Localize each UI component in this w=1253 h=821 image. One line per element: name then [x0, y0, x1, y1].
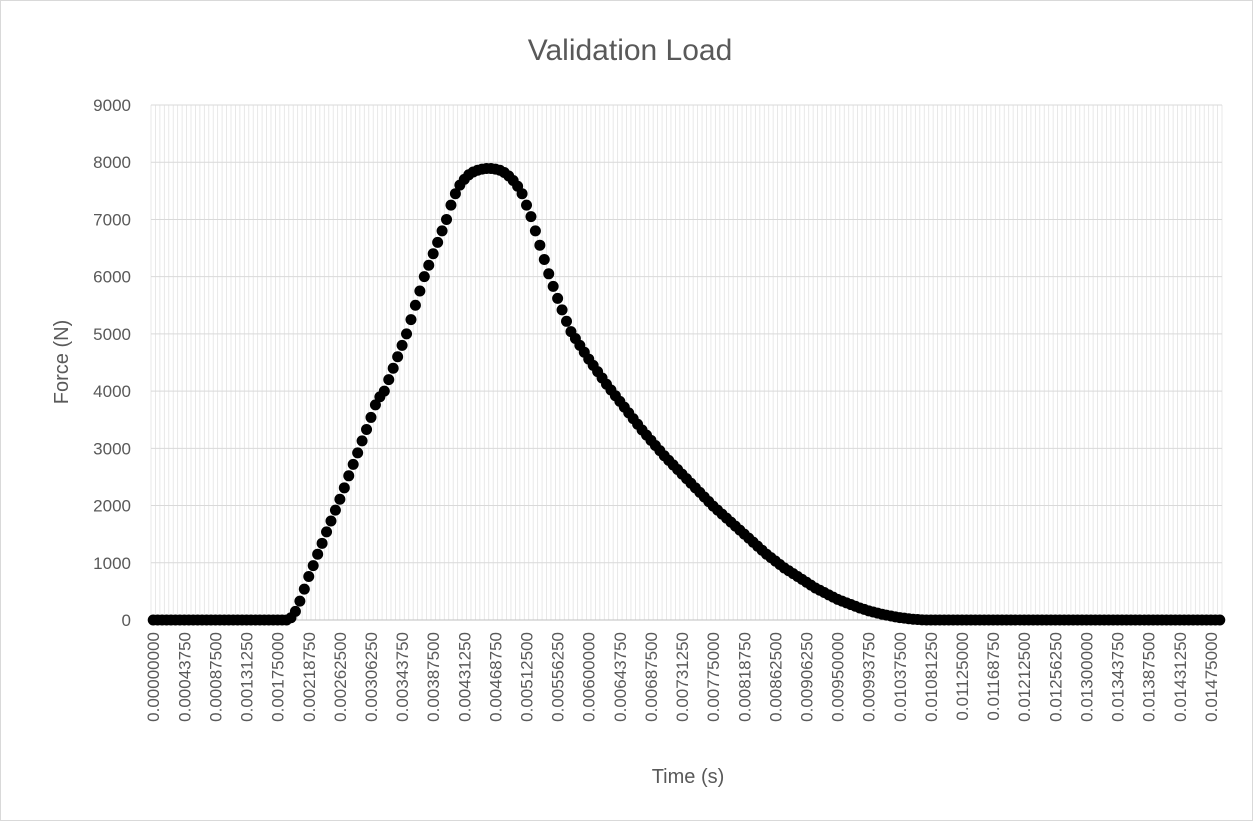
marker [316, 537, 328, 549]
marker [365, 411, 377, 423]
x-tick-label: 0.01037500 [891, 632, 910, 722]
x-tick-label: 0.00218750 [300, 632, 319, 722]
x-tick-label: 0.00262500 [331, 632, 350, 722]
marker [307, 560, 319, 572]
marker [396, 339, 408, 351]
x-tick-label: 0.00600000 [580, 632, 599, 722]
y-tick-label: 5000 [93, 325, 131, 344]
x-tick-label: 0.00687500 [642, 632, 661, 722]
y-tick-label: 3000 [93, 439, 131, 458]
marker [334, 493, 346, 505]
x-tick-label: 0.01300000 [1077, 632, 1096, 722]
marker [432, 236, 444, 248]
marker [392, 351, 404, 363]
x-tick-label: 0.00993750 [860, 632, 879, 722]
x-tick-label: 0.01343750 [1109, 632, 1128, 722]
chart-title: Validation Load [528, 34, 733, 67]
x-tick-label: 0.01431250 [1171, 632, 1190, 722]
x-tick-label: 0.01125000 [953, 632, 972, 721]
marker [561, 315, 573, 327]
marker [516, 188, 528, 200]
y-tick-label: 7000 [93, 210, 131, 229]
marker [1214, 614, 1226, 626]
marker [347, 458, 359, 470]
marker [525, 211, 537, 223]
marker [427, 248, 439, 260]
x-tick-label: 0.00087500 [206, 632, 225, 722]
x-tick-label: 0.00731250 [673, 632, 692, 722]
marker [361, 423, 373, 435]
marker [409, 299, 421, 311]
x-tick-label: 0.00643750 [611, 632, 630, 722]
x-tick-label: 0.01168750 [984, 632, 1003, 721]
marker [298, 583, 310, 595]
marker [521, 199, 533, 211]
marker [401, 328, 413, 340]
x-tick-label: 0.00000000 [144, 632, 163, 722]
marker [338, 482, 350, 494]
marker [552, 292, 564, 304]
x-tick-label: 0.01475000 [1202, 632, 1221, 722]
marker [445, 199, 457, 211]
marker [356, 435, 368, 447]
x-tick-label: 0.00175000 [269, 632, 288, 722]
y-tick-label: 1000 [93, 554, 131, 573]
marker [529, 225, 541, 237]
y-tick-label: 2000 [93, 497, 131, 516]
x-tick-label: 0.00043750 [175, 632, 194, 722]
x-tick-label: 0.00431250 [455, 632, 474, 722]
marker [312, 548, 324, 560]
marker [534, 239, 546, 251]
x-tick-label: 0.00906250 [797, 632, 816, 722]
x-tick-label: 0.00556250 [549, 632, 568, 722]
x-tick-label: 0.00306250 [362, 632, 381, 722]
marker [418, 271, 430, 283]
y-axis-label: Force (N) [51, 320, 73, 404]
marker [329, 504, 341, 516]
marker [325, 515, 337, 527]
marker [321, 526, 333, 538]
marker [441, 213, 453, 225]
x-tick-label: 0.01256250 [1046, 632, 1065, 722]
marker [538, 254, 550, 265]
marker [423, 259, 435, 271]
x-tick-label: 0.00468750 [486, 632, 505, 722]
marker [414, 285, 426, 297]
marker [378, 385, 390, 397]
marker [383, 374, 395, 386]
marker [387, 362, 399, 374]
grid [150, 104, 1223, 621]
y-tick-label: 6000 [93, 268, 131, 287]
marker [343, 470, 355, 482]
x-tick-label: 0.00818750 [735, 632, 754, 722]
marker [289, 605, 301, 617]
x-tick-label: 0.00131250 [238, 632, 257, 722]
marker [543, 268, 555, 280]
y-tick-label: 9000 [93, 96, 131, 115]
x-tick-label: 0.00950000 [829, 632, 848, 722]
x-tick-label: 0.00775000 [704, 632, 723, 722]
y-tick-label: 8000 [93, 153, 131, 172]
marker [547, 280, 559, 292]
marker [449, 188, 461, 200]
x-tick-label: 0.01387500 [1140, 632, 1159, 722]
x-tick-label: 0.01212500 [1015, 632, 1034, 722]
y-tick-label: 0 [122, 611, 131, 630]
x-tick-label: 0.00343750 [393, 632, 412, 722]
marker [369, 399, 381, 411]
x-tick-label: 0.01081250 [922, 632, 941, 722]
y-tick-label: 4000 [93, 382, 131, 401]
x-tick-label: 0.00862500 [766, 632, 785, 722]
marker [436, 225, 448, 237]
marker [303, 571, 315, 583]
marker [405, 314, 417, 326]
marker [294, 595, 306, 607]
x-tick-label: 0.00387500 [424, 632, 443, 722]
marker [352, 447, 364, 459]
x-tick-label: 0.00512500 [518, 632, 537, 722]
marker [556, 304, 568, 316]
x-axis-label: Time (s) [652, 766, 725, 788]
